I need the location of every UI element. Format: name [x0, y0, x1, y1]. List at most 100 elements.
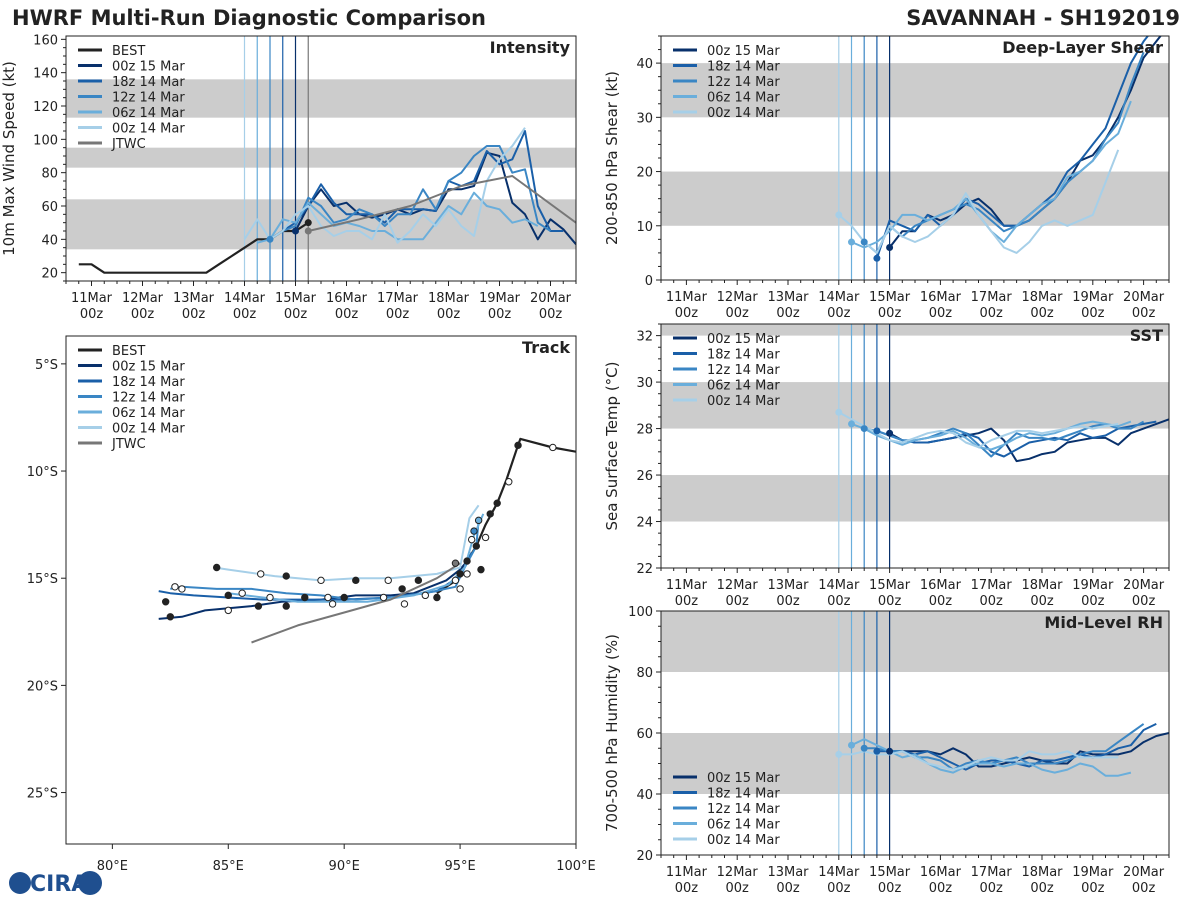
- shear-xtick-hour: 00z: [878, 306, 902, 321]
- rh-series-06z-14-mar: [851, 738, 1132, 777]
- track-position-dot: [433, 593, 441, 602]
- rh-marker-06z-14-mar: [848, 741, 855, 749]
- rh-legend-label-06z-14-mar: 06z 14 Mar: [707, 818, 780, 833]
- track-plot-area: [158, 437, 576, 644]
- shear-ytick-label: 20: [636, 166, 653, 181]
- sst-xtick-hour: 00z: [675, 594, 699, 609]
- sst-marker-00z-15-mar: [886, 429, 894, 437]
- intensity-xtick-hour: 00z: [488, 307, 512, 322]
- track-legend-label-00z-14-mar: 00z 14 Mar: [112, 422, 185, 437]
- track-position-dot: [352, 576, 360, 585]
- shear-band-1: [661, 63, 1169, 118]
- sst-xtick-hour: 00z: [1030, 594, 1054, 609]
- sst-band-2: [661, 324, 1169, 336]
- track-position-dot: [486, 510, 494, 518]
- rh-xtick-day: 18Mar: [1021, 865, 1063, 880]
- track-legend-label-00z-15-mar: 00z 15 Mar: [112, 360, 185, 375]
- sst-panel-title: SST: [1130, 326, 1163, 345]
- rh-ytick-label: 60: [636, 727, 653, 742]
- intensity-legend-label-12z-14-mar: 12z 14 Mar: [112, 91, 185, 106]
- rh-panel: 2040608010011Mar00z12Mar00z13Mar00z14Mar…: [603, 605, 1170, 896]
- rh-xtick-day: 16Mar: [920, 865, 962, 880]
- rh-xtick-hour: 00z: [827, 881, 851, 896]
- sst-ylabel: Sea Surface Temp (°C): [603, 361, 621, 530]
- rh-ytick-label: 40: [636, 788, 653, 803]
- sst-xtick-hour: 00z: [980, 594, 1004, 609]
- shear-xtick-day: 12Mar: [717, 290, 759, 305]
- intensity-xtick-hour: 00z: [284, 307, 308, 322]
- sst-xtick-day: 11Mar: [666, 578, 708, 593]
- track-position-dot: [400, 600, 409, 608]
- track-position-dot: [340, 593, 348, 602]
- sst-plot-area: [661, 324, 1169, 568]
- rh-legend-label-18z-14-mar: 18z 14 Mar: [707, 787, 780, 802]
- rh-plot-area: [661, 611, 1169, 855]
- sst-panel: 22242628303211Mar00z12Mar00z13Mar00z14Ma…: [603, 323, 1170, 609]
- track-position-dot: [212, 563, 221, 572]
- track-position-dot: [257, 570, 265, 578]
- sst-xtick-hour: 00z: [929, 594, 953, 609]
- rh-series-00z-14-mar: [838, 750, 1119, 771]
- intensity-xtick-day: 18Mar: [428, 291, 470, 306]
- rh-marker-12z-14-mar: [860, 744, 868, 752]
- sst-ytick-label: 32: [636, 330, 653, 345]
- track-position-dot: [456, 585, 464, 593]
- shear-legend-label-00z-15-mar: 00z 15 Mar: [707, 44, 780, 59]
- shear-marker-06z-14-mar: [848, 238, 855, 246]
- sst-legend-label-00z-15-mar: 00z 15 Mar: [707, 332, 780, 347]
- shear-xtick-hour: 00z: [1081, 306, 1105, 321]
- rh-xtick-day: 15Mar: [869, 865, 911, 880]
- rh-xtick-day: 13Mar: [767, 865, 809, 880]
- shear-legend-label-00z-14-mar: 00z 14 Mar: [707, 106, 780, 121]
- shear-legend-label-18z-14-mar: 18z 14 Mar: [707, 60, 780, 75]
- track-position-dot: [224, 606, 232, 615]
- track-ytick-label: 5°S: [35, 358, 58, 373]
- track-xtick-label: 95°E: [444, 859, 475, 874]
- sst-marker-06z-14-mar: [848, 420, 855, 428]
- intensity-xtick-day: 12Mar: [122, 291, 164, 306]
- intensity-ytick-label: 60: [41, 200, 58, 215]
- shear-xtick-hour: 00z: [929, 306, 953, 321]
- track-position-dot: [549, 443, 557, 452]
- rh-series-00z-15-mar: [889, 732, 1169, 768]
- sst-xtick-day: 16Mar: [920, 578, 962, 593]
- track-position-dot: [505, 478, 513, 486]
- rh-xtick-hour: 00z: [726, 881, 750, 896]
- track-ytick-label: 20°S: [27, 679, 58, 694]
- intensity-legend-label-00z-14-mar: 00z 14 Mar: [112, 122, 185, 137]
- track-position-dot: [224, 591, 232, 600]
- sst-xtick-day: 18Mar: [1021, 578, 1063, 593]
- track-xtick-label: 85°E: [213, 859, 244, 874]
- sst-xtick-day: 12Mar: [717, 578, 759, 593]
- track-position-dot: [470, 527, 478, 535]
- rh-ytick-label: 80: [636, 666, 653, 681]
- track-position-dot: [493, 499, 501, 507]
- intensity-series-00z-14-mar: [243, 127, 526, 244]
- shear-xtick-day: 16Mar: [920, 290, 962, 305]
- sst-marker-00z-14-mar: [835, 408, 843, 416]
- track-position-dot: [474, 516, 483, 525]
- intensity-legend-label-06z-14-mar: 06z 14 Mar: [112, 106, 185, 121]
- sst-marker-12z-14-mar: [860, 425, 868, 433]
- sst-legend-label-00z-14-mar: 00z 14 Mar: [707, 394, 780, 409]
- rh-xtick-day: 12Mar: [717, 865, 759, 880]
- intensity-band-2: [66, 79, 576, 118]
- track-position-dot: [514, 441, 522, 450]
- rh-xtick-hour: 00z: [1081, 881, 1105, 896]
- intensity-ytick-label: 20: [41, 267, 58, 282]
- shear-ylabel: 200-850 hPa Shear (kt): [603, 71, 621, 245]
- intensity-legend-label-18z-14-mar: 18z 14 Mar: [112, 75, 185, 90]
- intensity-ytick-label: 140: [33, 67, 58, 82]
- track-position-dot: [266, 593, 274, 602]
- shear-xtick-day: 19Mar: [1072, 290, 1114, 305]
- track-position-dot: [481, 533, 490, 542]
- shear-marker-18z-14-mar: [873, 254, 881, 262]
- track-position-dot: [379, 593, 388, 602]
- shear-xtick-day: 11Mar: [666, 290, 708, 305]
- shear-panel-title: Deep-Layer Shear: [1002, 38, 1163, 57]
- track-position-dot: [414, 576, 423, 585]
- intensity-xtick-day: 15Mar: [275, 291, 317, 306]
- shear-xtick-day: 17Mar: [971, 290, 1013, 305]
- intensity-xtick-day: 19Mar: [479, 291, 521, 306]
